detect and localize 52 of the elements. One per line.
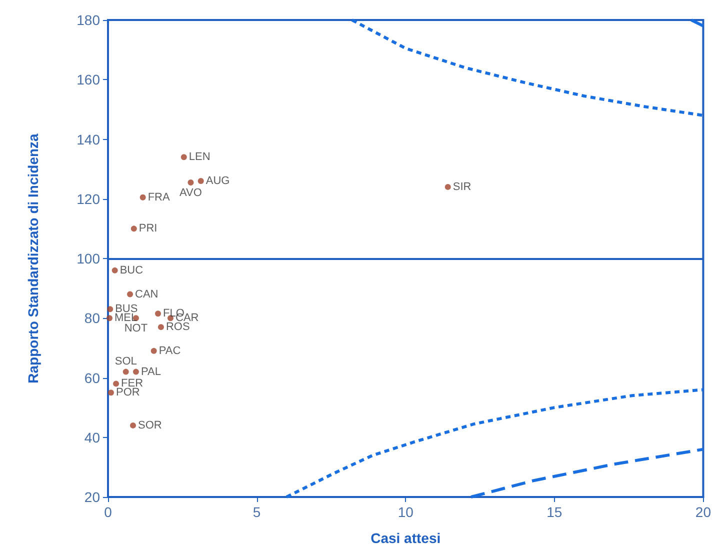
point [180, 154, 187, 160]
point [122, 368, 129, 375]
y-axis-title: Rapporto Standardizzato di Incidenza [25, 133, 41, 384]
x-tick-label: 20 [695, 504, 712, 520]
point [158, 324, 164, 330]
point [127, 291, 134, 298]
y-tick-label: 120 [76, 190, 100, 207]
series-label: AVO [180, 186, 202, 199]
y-tick-label: 60 [84, 370, 100, 386]
y-tick-label: 180 [76, 12, 100, 28]
series-label: ROS [166, 321, 190, 334]
y-tick-label: 160 [76, 72, 100, 88]
x-axis-title: Casi attesi [370, 530, 441, 546]
series-label: SIR [452, 180, 472, 193]
point [113, 380, 120, 387]
series-label: AUG [206, 174, 230, 187]
y-tick-label: 100 [76, 250, 100, 266]
point [108, 390, 114, 396]
series-label: BUC [120, 264, 144, 276]
x-tick-label: 15 [546, 504, 562, 520]
point [140, 194, 146, 200]
x-tick-label: 0 [104, 504, 112, 520]
y-tick-label: 20 [84, 489, 100, 505]
line-series [285, 388, 705, 498]
y-tick-label: 40 [84, 429, 100, 446]
point [106, 315, 112, 322]
series-label: LEN [188, 151, 210, 164]
x-tick-label: 5 [252, 504, 261, 520]
line-series [350, 18, 705, 117]
point [132, 368, 139, 375]
line-series [470, 448, 705, 498]
point [107, 306, 114, 312]
series-label: FRA [148, 191, 170, 204]
series-label: PAC [158, 344, 181, 357]
series-label: PRI [138, 222, 158, 235]
x-tick-label: 10 [398, 504, 414, 520]
point [444, 184, 451, 190]
series-label: NOT [124, 322, 148, 335]
series-label: PAL [140, 366, 161, 378]
point [130, 226, 137, 232]
series-label: CAN [135, 288, 158, 300]
point [130, 422, 136, 428]
point [198, 178, 204, 184]
series-label: POR [116, 386, 140, 399]
y-tick-label: 80 [84, 310, 100, 326]
series-label: SOL [114, 355, 137, 368]
point [155, 310, 161, 317]
point [188, 179, 194, 186]
y-tick-label: 140 [76, 131, 100, 148]
point [150, 348, 157, 354]
series-label: SOR [138, 419, 162, 432]
point [112, 267, 118, 274]
